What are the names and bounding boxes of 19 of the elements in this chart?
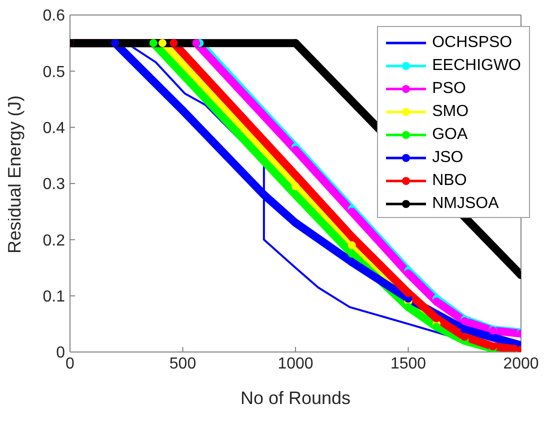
y-tick-label: 0.2 xyxy=(42,232,66,250)
legend-label: NMJSOA xyxy=(432,194,499,212)
y-tick-label: 0.1 xyxy=(42,288,66,306)
legend-label: EECHIGWO xyxy=(432,56,521,74)
legend-label: GOA xyxy=(432,126,468,144)
x-axis-title: No of Rounds xyxy=(240,388,351,408)
x-tick-label: 1000 xyxy=(278,355,314,372)
legend-label: JSO xyxy=(432,148,464,166)
legend-label: NBO xyxy=(432,172,467,190)
y-tick-label: 0.3 xyxy=(42,176,66,194)
legend-label: SMO xyxy=(432,102,469,120)
y-tick-label: 0.4 xyxy=(42,120,66,138)
x-tick-label: 2000 xyxy=(503,355,539,372)
y-tick-label: 0.6 xyxy=(42,8,66,25)
legend-label: OCHSPSO xyxy=(432,34,512,52)
y-tick-label: 0.5 xyxy=(42,64,66,81)
x-tick-label: 1500 xyxy=(390,355,426,372)
x-tick-label: 500 xyxy=(169,355,196,372)
legend-label: PSO xyxy=(432,80,466,98)
